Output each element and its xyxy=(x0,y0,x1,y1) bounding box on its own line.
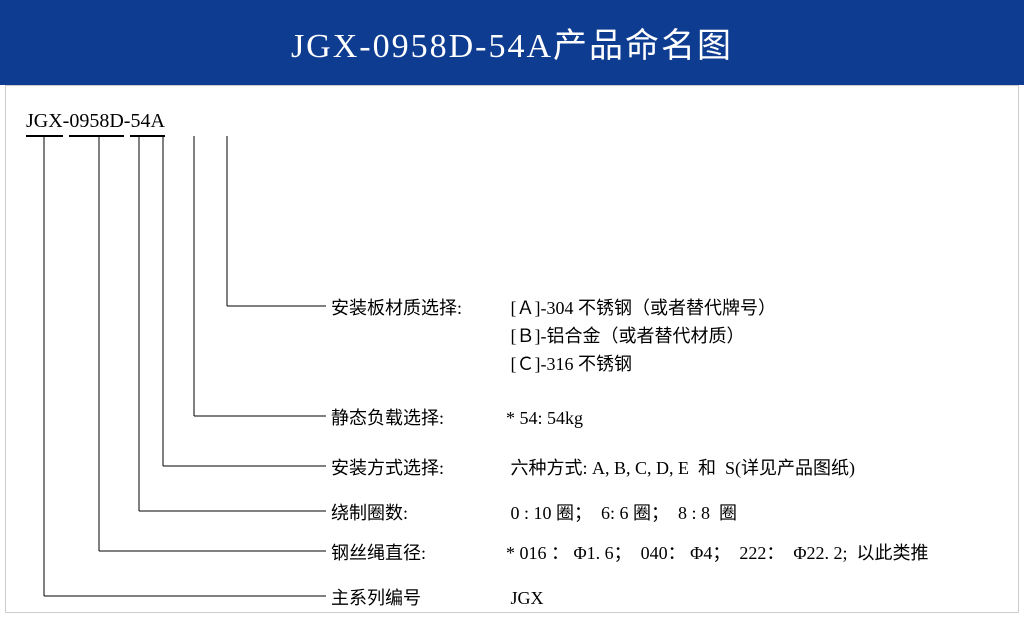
code-segment: 095 xyxy=(69,110,99,137)
callout-row: 钢丝绳直径:* 016 ： Φ1. 6； 040： Φ4； 222： Φ22. … xyxy=(331,539,1011,567)
product-code-line: JGX - 095 8 D - 54 A xyxy=(26,110,165,137)
callout-row: 绕制圈数: 0 : 10 圈； 6: 6 圈； 8 : 8 圈 xyxy=(331,499,1011,527)
callout-row: 主系列编号 JGX xyxy=(331,584,1011,612)
code-segment: - xyxy=(124,110,131,133)
callout-label: 主系列编号 xyxy=(331,584,506,612)
callout-label: 绕制圈数: xyxy=(331,499,506,527)
callout-label: 静态负载选择: xyxy=(331,404,506,432)
callout-label: 安装方式选择: xyxy=(331,454,506,482)
code-segment: JGX xyxy=(26,110,63,137)
code-segment: D xyxy=(109,110,123,137)
callout-label: 钢丝绳直径: xyxy=(331,539,506,567)
title-bar: JGX-0958D-54A产品命名图 xyxy=(0,0,1024,85)
callout-value: * 016 ： Φ1. 6； 040： Φ4； 222： Φ22. 2; 以此类… xyxy=(506,539,928,567)
callout-value: * 54: 54kg xyxy=(506,404,583,432)
naming-diagram: JGX - 095 8 D - 54 A 安装板材质选择: [Ａ]-304 不锈… xyxy=(5,85,1019,613)
code-segment: - xyxy=(63,110,70,133)
callout-row: 安装板材质选择: [Ａ]-304 不锈钢（或者替代牌号） [Ｂ]-铝合金（或者替… xyxy=(331,294,1011,378)
code-segment: 8 xyxy=(99,110,109,137)
callout-value: [Ａ]-304 不锈钢（或者替代牌号） [Ｂ]-铝合金（或者替代材质） [Ｃ]-… xyxy=(506,294,776,378)
code-segment: 54 xyxy=(130,110,150,137)
callout-row: 安装方式选择: 六种方式: A, B, C, D, E 和 S(详见产品图纸) xyxy=(331,454,1011,482)
callout-value: 0 : 10 圈； 6: 6 圈； 8 : 8 圈 xyxy=(506,499,737,527)
callout-row: 静态负载选择:* 54: 54kg xyxy=(331,404,1011,432)
callout-value: JGX xyxy=(506,584,544,612)
callout-label: 安装板材质选择: xyxy=(331,294,506,378)
callout-value: 六种方式: A, B, C, D, E 和 S(详见产品图纸) xyxy=(506,454,855,482)
code-segment: A xyxy=(150,110,164,137)
